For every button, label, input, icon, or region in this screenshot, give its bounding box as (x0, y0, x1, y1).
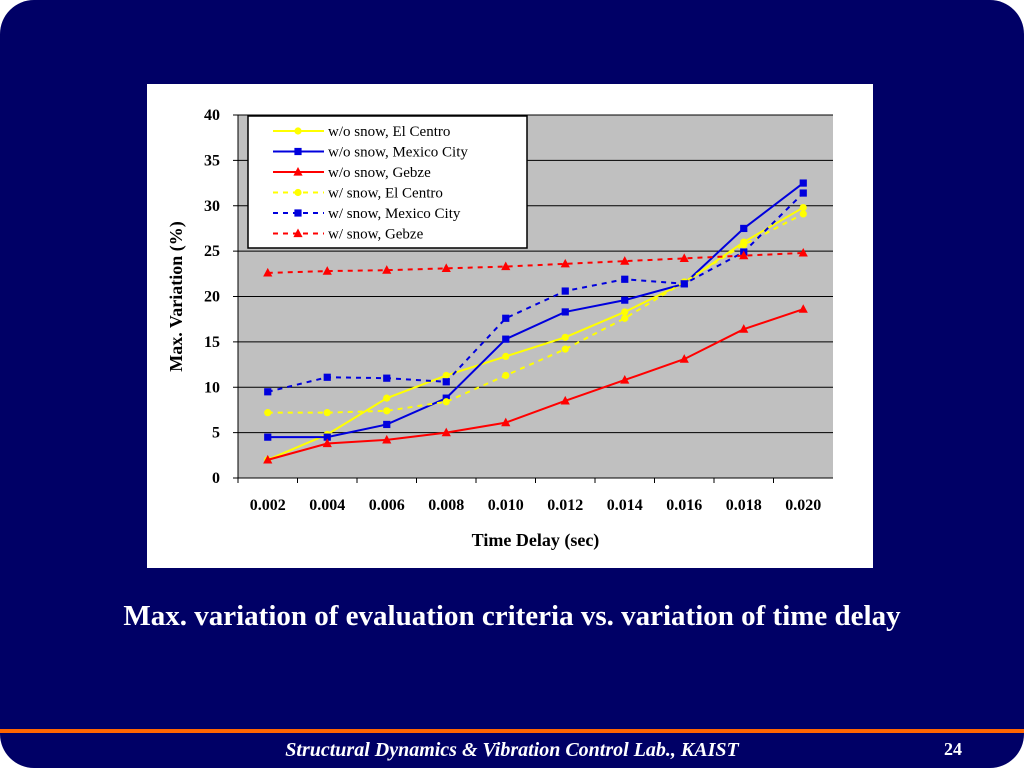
data-point (383, 420, 391, 429)
y-tick-label: 5 (212, 425, 220, 442)
data-point (798, 304, 808, 313)
legend-marker (293, 228, 303, 238)
page-number: 24 (944, 739, 962, 759)
data-point (679, 354, 689, 363)
line-chart: 0 5 10 15 20 25 30 35 40 0.002 0.004 0.006 0.008 0.01… (166, 107, 833, 551)
data-point (561, 333, 569, 341)
data-point (799, 210, 807, 218)
data-point (740, 224, 748, 233)
data-point (322, 266, 332, 275)
legend-marker (294, 188, 302, 197)
data-point (442, 394, 450, 402)
data-point (561, 345, 569, 353)
data-point (323, 433, 331, 441)
x-tick-label: 0.010 (488, 497, 524, 514)
x-tick-label: 0.006 (369, 497, 405, 514)
series-line (267, 308, 804, 461)
legend-label: w/o snow, Gebze (328, 165, 431, 181)
y-tick-label: 25 (204, 243, 220, 260)
data-point (561, 308, 569, 316)
x-tick-label: 0.002 (250, 497, 286, 514)
legend-label: w/ snow, Gebze (328, 227, 424, 243)
data-point (442, 378, 450, 386)
data-point (441, 263, 451, 272)
data-point (264, 388, 272, 396)
data-point (739, 250, 749, 260)
data-point (799, 203, 807, 212)
legend-marker (293, 167, 303, 176)
data-point (502, 352, 510, 360)
data-point (621, 314, 629, 322)
data-point (501, 261, 511, 271)
legend-label: w/o snow, Mexico City (328, 145, 468, 161)
legend-label: w/o snow, El Centro (328, 124, 450, 140)
data-point (322, 438, 332, 448)
data-point (501, 417, 511, 427)
data-point (323, 373, 331, 381)
chart-panel: 0 5 10 15 20 25 30 35 40 0.002 0.004 0.006 0.008 0.01… (147, 84, 873, 568)
data-point (383, 407, 391, 415)
data-point (799, 179, 807, 187)
data-point (679, 253, 689, 262)
data-point (502, 314, 510, 322)
data-point (383, 394, 391, 402)
y-tick-label: 40 (204, 107, 220, 124)
y-tick-label: 0 (212, 470, 220, 487)
legend-marker (294, 147, 302, 156)
data-point (264, 409, 272, 417)
y-tick-label: 35 (204, 152, 220, 169)
y-tick-label: 15 (204, 334, 220, 351)
data-point (442, 398, 450, 406)
x-tick-label: 0.008 (428, 497, 464, 514)
footer-lab-name: Structural Dynamics & Vibration Control … (285, 739, 739, 761)
x-tick-label: 0.014 (607, 497, 643, 514)
data-point (382, 265, 392, 274)
legend-label: w/ snow, El Centro (328, 186, 443, 202)
data-point (441, 427, 451, 437)
data-point (502, 335, 510, 343)
y-tick-label: 10 (204, 379, 220, 396)
slide-caption: Max. variation of evaluation criteria vs… (123, 600, 901, 632)
x-tick-label: 0.018 (726, 497, 762, 514)
data-point (798, 247, 808, 257)
x-tick-label: 0.020 (785, 497, 821, 514)
data-point (561, 287, 569, 295)
data-point (560, 258, 570, 268)
series-line (267, 182, 804, 439)
data-point (263, 267, 273, 277)
footer-rule (0, 729, 1024, 733)
data-point (264, 433, 272, 441)
data-point (621, 296, 629, 304)
data-point (621, 308, 629, 316)
legend-marker (294, 127, 302, 135)
y-tick-label: 30 (204, 198, 220, 215)
data-point (442, 371, 450, 380)
data-point (502, 371, 510, 380)
data-point (739, 324, 749, 333)
x-tick-label: 0.004 (309, 497, 345, 514)
legend-box (247, 115, 528, 249)
series-line (267, 213, 804, 414)
data-point (680, 280, 688, 288)
data-point (383, 374, 391, 382)
data-point (620, 256, 630, 265)
data-point (560, 395, 570, 405)
y-tick-label: 20 (204, 289, 220, 306)
y-axis-title: Max. Variation (%) (166, 221, 187, 372)
data-point (382, 434, 392, 444)
data-point (263, 454, 273, 464)
legend-marker (294, 209, 302, 217)
x-axis-title: Time Delay (sec) (472, 530, 600, 551)
data-point (620, 374, 630, 384)
legend-label: w/ snow, Mexico City (328, 206, 461, 222)
x-tick-label: 0.016 (666, 497, 702, 514)
x-tick-label: 0.012 (547, 497, 583, 514)
data-point (621, 275, 629, 283)
data-point (323, 409, 331, 417)
series-line (267, 192, 804, 393)
data-point (740, 241, 748, 249)
data-point (799, 189, 807, 197)
